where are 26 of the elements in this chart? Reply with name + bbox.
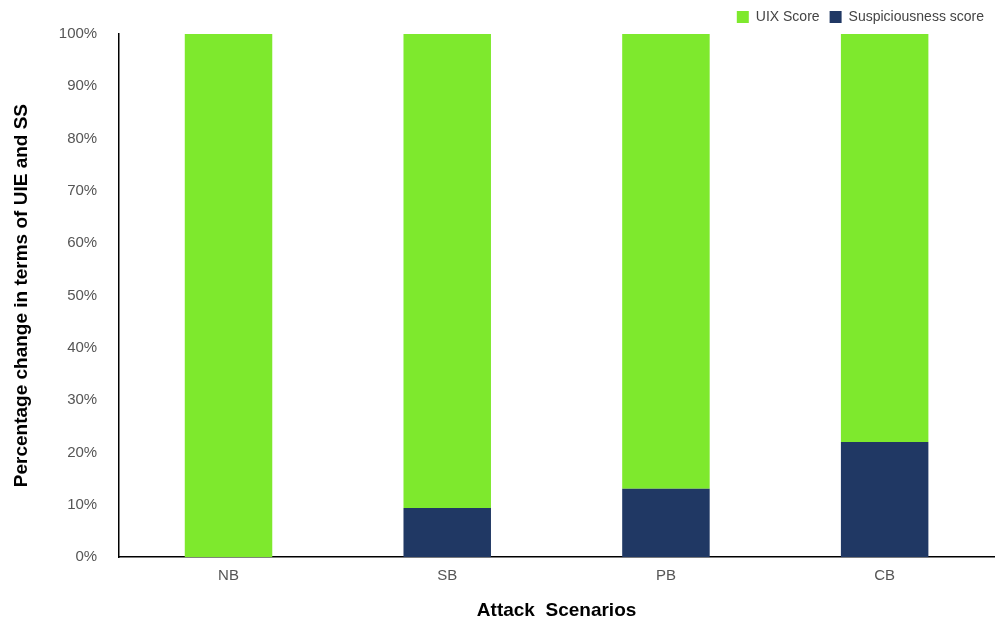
- bar: [403, 508, 491, 558]
- y-tick-label: 10%: [67, 495, 98, 513]
- x-axis-title: Attack Scenarios: [476, 598, 637, 620]
- y-tick-label: 90%: [67, 76, 98, 94]
- x-tick-label: CB: [874, 566, 896, 584]
- y-tick-label: 80%: [67, 128, 98, 146]
- y-tick-label: 60%: [67, 233, 98, 251]
- y-tick-label: 30%: [67, 390, 98, 408]
- bar: [622, 488, 710, 558]
- y-axis-title: Percentage change in terms of UIE and SS: [9, 103, 31, 488]
- x-tick-label: SB: [437, 566, 458, 584]
- x-tick-label: NB: [218, 566, 239, 584]
- y-tick-label: 50%: [67, 285, 98, 303]
- y-tick-label: 70%: [67, 181, 98, 199]
- y-tick-label: 100%: [58, 24, 98, 42]
- bar: [184, 34, 273, 558]
- y-tick-label: 20%: [67, 442, 98, 460]
- x-tick-label: PB: [655, 566, 676, 584]
- bar: [840, 442, 929, 558]
- bar: [840, 34, 929, 443]
- y-tick-label: 0%: [75, 547, 98, 565]
- legend-label: Suspiciousness score: [848, 7, 985, 24]
- bar: [403, 34, 491, 509]
- legend-label: UIX Score: [755, 7, 820, 24]
- y-tick-label: 40%: [67, 338, 98, 356]
- bar: [622, 34, 710, 489]
